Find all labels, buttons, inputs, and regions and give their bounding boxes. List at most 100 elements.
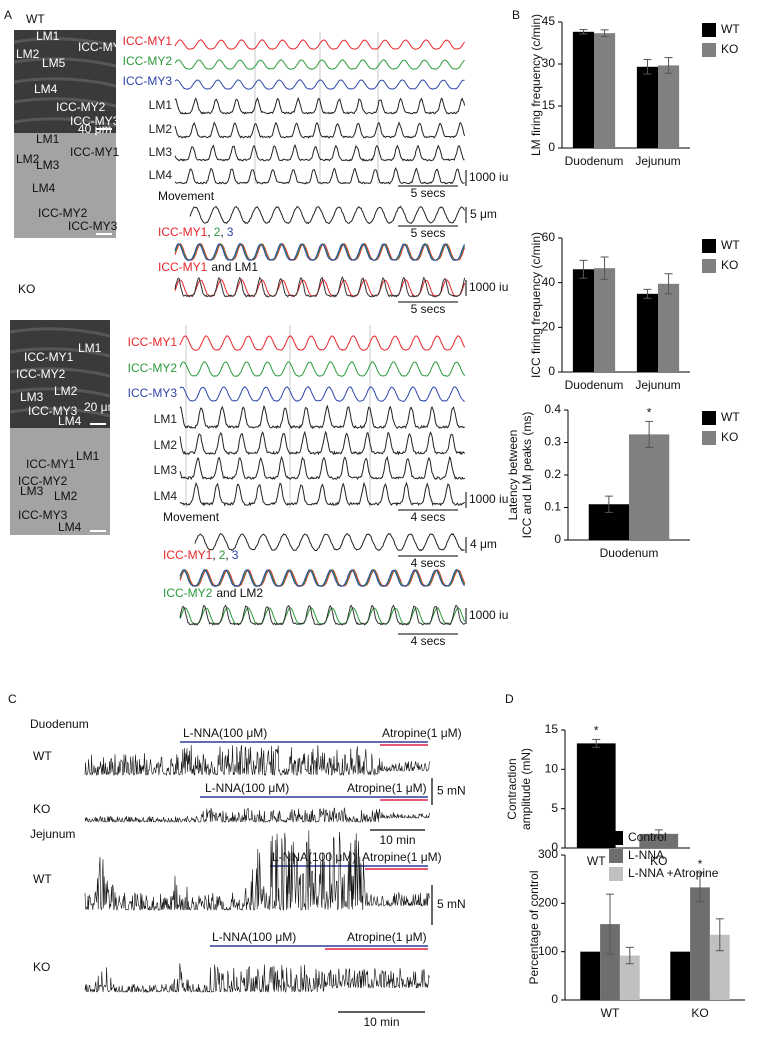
- trace-label: LM2: [149, 122, 173, 136]
- x-tick-label: WT: [601, 1006, 620, 1020]
- pair-label-part: ICC-MY1: [158, 260, 208, 274]
- panel-label: C: [8, 692, 17, 706]
- image-label: ICC-MY3: [70, 114, 120, 128]
- panel-label: B: [512, 8, 520, 22]
- overlay-label: ICC-MY1, 2, 3: [158, 225, 234, 239]
- drug-label: L-NNA(100 μM): [205, 781, 289, 795]
- movement-label: Movement: [163, 510, 220, 524]
- y-axis-label: Latency between: [506, 430, 520, 521]
- y-tick-label: 0: [551, 992, 558, 1006]
- y-tick-label: 0.2: [544, 467, 561, 481]
- image-label: LM3: [20, 484, 44, 498]
- cell-streak: [9, 387, 111, 398]
- cell-streak: [9, 367, 111, 378]
- drug-label: L-NNA(100 μM): [183, 726, 267, 740]
- group-title: WT: [26, 12, 45, 26]
- amplitude-scale-label: 1000 iu: [469, 492, 508, 506]
- y-tick-label: 200: [538, 896, 558, 910]
- bar: [658, 65, 680, 148]
- trace: [179, 430, 466, 456]
- image-label: ICC-MY3: [18, 508, 68, 522]
- drug-label: Atropine(1 μM): [362, 850, 442, 864]
- trace-label: ICC-MY2: [123, 54, 173, 68]
- significance-mark: *: [698, 857, 703, 871]
- image-label: ICC-MY1: [78, 40, 128, 54]
- y-axis-label: LM firing frequency (c/min): [529, 14, 543, 156]
- movement-label: Movement: [158, 189, 215, 203]
- pair-trace: [174, 275, 466, 298]
- trace-label: ICC-MY1: [128, 335, 178, 349]
- row-label: KO: [33, 802, 50, 816]
- trace-label: LM3: [149, 145, 173, 159]
- trace: [179, 481, 465, 507]
- bar: [580, 951, 601, 1000]
- x-tick-label: Jejunum: [635, 378, 680, 392]
- time-scale-label: 5 secs: [411, 186, 446, 200]
- panel-label: A: [4, 8, 12, 22]
- significance-mark: *: [594, 724, 599, 738]
- region-title: Jejunum: [30, 827, 75, 841]
- image-label: LM2: [16, 152, 40, 166]
- cell-streak: [13, 117, 117, 128]
- trace: [174, 144, 465, 162]
- overlay-label-part: ICC-MY1: [163, 548, 213, 562]
- y-axis-label: Percentage of control: [527, 870, 541, 984]
- image-label: LM3: [36, 158, 60, 172]
- cell-streak: [13, 97, 117, 108]
- trace-label: LM4: [154, 489, 178, 503]
- legend-swatch: [702, 411, 716, 425]
- amplitude-scale-label: 1000 iu: [469, 280, 508, 294]
- y-tick-label: 0.3: [544, 435, 561, 449]
- significance-mark: *: [647, 406, 652, 420]
- image-label: ICC-MY1: [70, 145, 120, 159]
- bar: [629, 434, 670, 540]
- image-label: LM1: [36, 29, 60, 43]
- overlay-label: ICC-MY1, 2, 3: [163, 548, 239, 562]
- bar: [636, 66, 658, 148]
- y-tick-label: 60: [542, 230, 556, 244]
- y-axis-label: ICC firing frequency (c/min): [529, 232, 543, 378]
- legend-swatch: [609, 849, 623, 863]
- y-tick-label: 30: [542, 56, 556, 70]
- x-tick-label: Jejunum: [635, 154, 680, 168]
- legend-swatch: [609, 867, 623, 881]
- x-tick-label: Duodenum: [600, 546, 659, 560]
- movement-trace: [194, 532, 465, 552]
- y-tick-label: 0: [554, 532, 561, 546]
- y-tick-label: 20: [542, 320, 556, 334]
- bar: [594, 33, 616, 149]
- legend-label: KO: [721, 430, 738, 444]
- cell-streak: [13, 37, 117, 48]
- image-label: ICC-MY3: [68, 219, 118, 233]
- movement-trace: [189, 205, 465, 225]
- trace-label: LM3: [154, 463, 178, 477]
- panel-label: D: [505, 692, 514, 706]
- image-label: LM1: [78, 341, 102, 355]
- image-label: LM4: [58, 414, 82, 428]
- trace-label: ICC-MY2: [128, 361, 178, 375]
- image-label: ICC-MY3: [28, 404, 78, 418]
- bar: [600, 924, 620, 1000]
- image-label: ICC-MY2: [16, 367, 66, 381]
- drug-label: L-NNA(100 μM): [212, 930, 296, 944]
- trace-label: ICC-MY3: [128, 386, 178, 400]
- trace: [179, 334, 466, 351]
- y-tick-label: 40: [542, 275, 556, 289]
- pair-label: ICC-MY1 and LM1: [158, 260, 258, 274]
- y-tick-label: 0: [548, 140, 555, 154]
- force-scale-label: 5 mN: [437, 897, 466, 911]
- pair-trace: [179, 604, 466, 626]
- image-label: LM4: [34, 82, 58, 96]
- bar: [576, 743, 616, 848]
- image-label: LM4: [58, 520, 82, 534]
- image-label: LM1: [76, 449, 100, 463]
- legend-swatch: [702, 43, 716, 57]
- drug-label: Atropine(1 μM): [382, 726, 462, 740]
- movement-scale-label: 5 μm: [470, 207, 497, 221]
- y-tick-label: 15: [545, 722, 559, 736]
- y-tick-label: 100: [538, 944, 558, 958]
- bar: [594, 268, 616, 372]
- x-tick-label: Duodenum: [565, 378, 624, 392]
- time-scale-label: 10 min: [363, 1015, 399, 1029]
- drug-label: L-NNA(100 μM): [272, 850, 356, 864]
